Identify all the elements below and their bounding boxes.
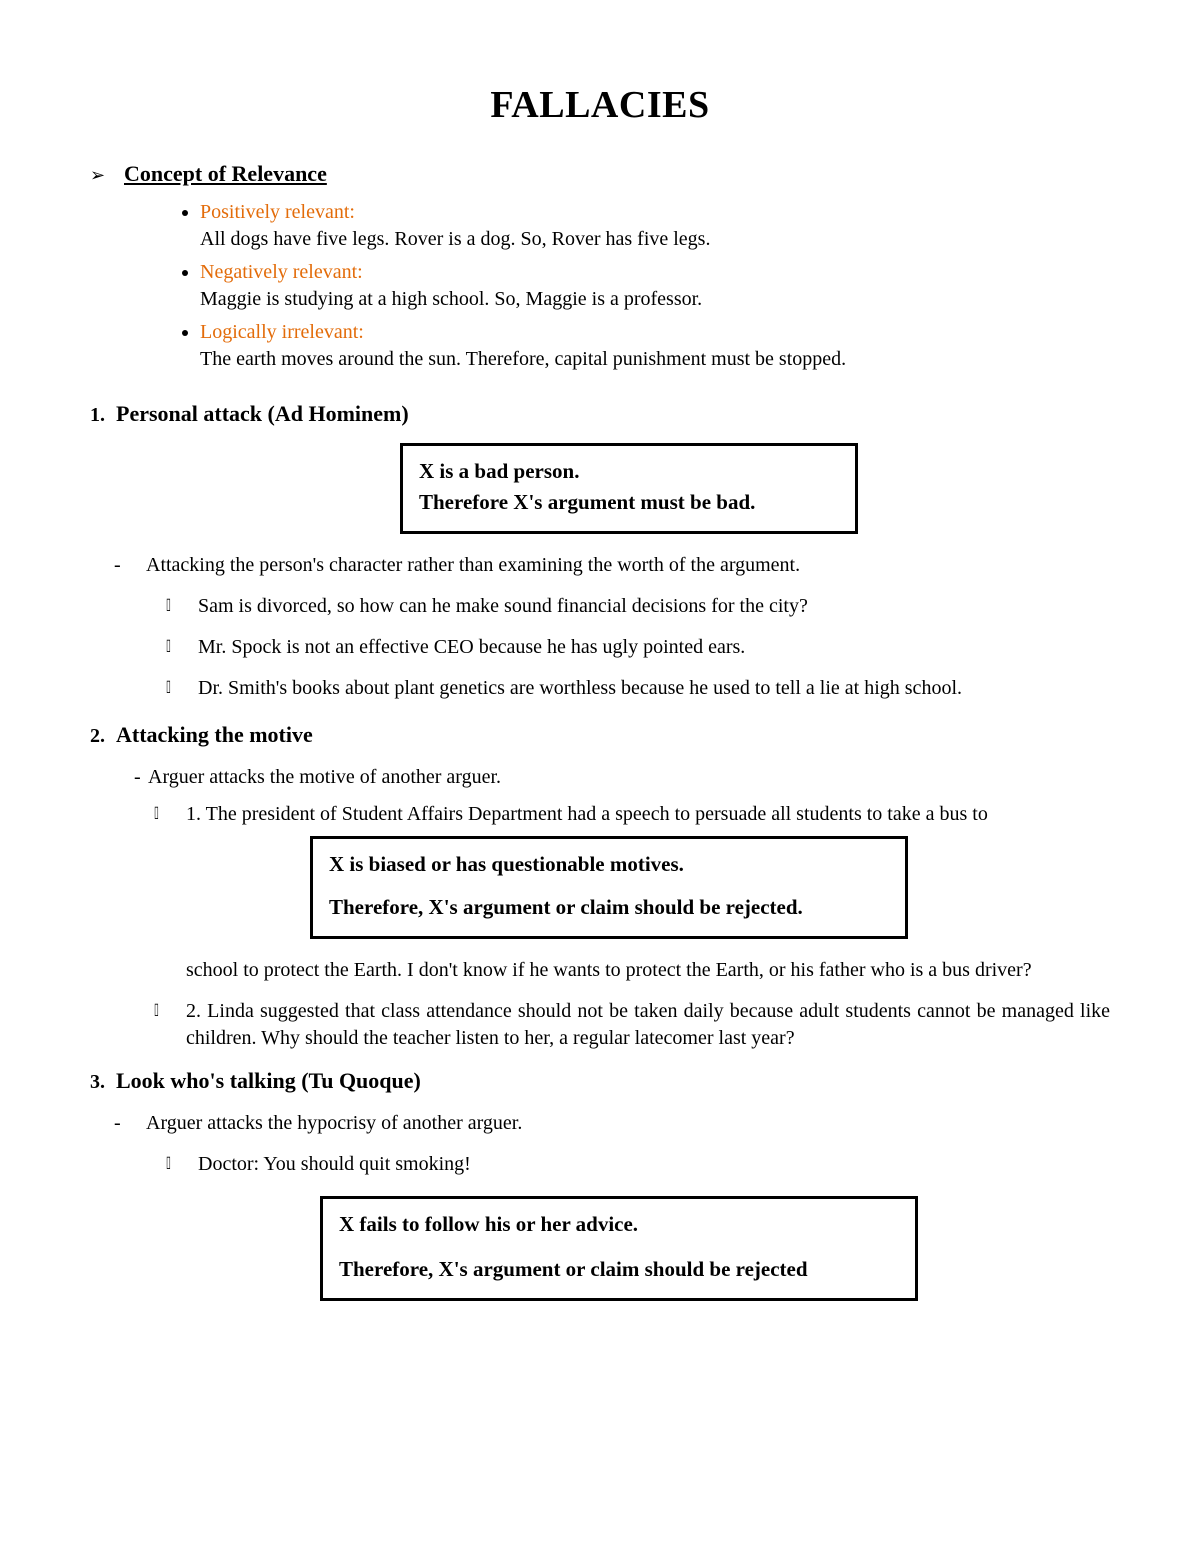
relevance-label: Logically irrelevant: — [200, 321, 364, 343]
example-text: Sam is divorced, so how can he make soun… — [198, 593, 1110, 620]
relevance-example: Maggie is studying at a high school. So,… — [200, 288, 702, 310]
section-heading: Look who's talking (Tu Quoque) — [116, 1066, 421, 1096]
box-line: X is a bad person. — [419, 456, 839, 488]
section-desc: Arguer attacks the hypocrisy of another … — [146, 1110, 522, 1137]
box-attacking-motive: X is biased or has questionable motives.… — [310, 836, 908, 939]
box-personal-attack: X is a bad person. Therefore X's argumen… — [400, 443, 858, 534]
relevance-list: Positively relevant: All dogs have five … — [90, 199, 1110, 373]
example-continuation: school to protect the Earth. I don't kno… — [90, 957, 1110, 984]
dash-icon: - — [134, 764, 148, 791]
section-3-heading-row: 3. Look who's talking (Tu Quoque) — [90, 1066, 1110, 1096]
square-icon: ▯ — [166, 1152, 184, 1174]
example-text: Mr. Spock is not an effective CEO becaus… — [198, 634, 1110, 661]
square-icon: ▯ — [166, 676, 184, 698]
arrow-icon: ➢ — [90, 163, 124, 187]
square-icon: ▯ — [154, 999, 172, 1021]
relevance-label: Negatively relevant: — [200, 261, 363, 283]
section-desc: Attacking the person's character rather … — [146, 552, 800, 579]
concept-heading-row: ➢ Concept of Relevance — [90, 159, 1110, 189]
example-row: ▯ 2. Linda suggested that class attendan… — [90, 998, 1110, 1052]
section-desc: Arguer attacks the motive of another arg… — [148, 764, 501, 791]
relevance-example: All dogs have five legs. Rover is a dog.… — [200, 228, 710, 250]
relevance-label: Positively relevant: — [200, 201, 355, 223]
box-line: Therefore, X's argument or claim should … — [329, 892, 889, 924]
square-icon: ▯ — [166, 594, 184, 616]
list-item: Logically irrelevant: The earth moves ar… — [200, 319, 1110, 373]
section-desc-row: - Attacking the person's character rathe… — [90, 552, 1110, 579]
section-heading: Attacking the motive — [116, 720, 313, 750]
section-2-heading-row: 2. Attacking the motive — [90, 720, 1110, 750]
page-title: FALLACIES — [90, 80, 1110, 131]
example-text: 1. The president of Student Affairs Depa… — [186, 801, 1110, 828]
example-text: Dr. Smith's books about plant genetics a… — [198, 675, 1110, 702]
dash-icon: - — [114, 552, 146, 579]
list-item: Positively relevant: All dogs have five … — [200, 199, 1110, 253]
box-tu-quoque: X fails to follow his or her advice. The… — [320, 1196, 918, 1301]
example-text: 2. Linda suggested that class attendance… — [186, 998, 1110, 1052]
section-number: 2. — [90, 723, 116, 750]
concept-heading: Concept of Relevance — [124, 159, 327, 189]
relevance-example: The earth moves around the sun. Therefor… — [200, 348, 846, 370]
example-row: ▯ 1. The president of Student Affairs De… — [90, 801, 1110, 828]
example-row: ▯ Doctor: You should quit smoking! — [90, 1151, 1110, 1178]
section-number: 1. — [90, 402, 116, 429]
example-row: ▯ Dr. Smith's books about plant genetics… — [90, 675, 1110, 702]
section-desc-row: - Arguer attacks the hypocrisy of anothe… — [90, 1110, 1110, 1137]
box-line: X is biased or has questionable motives. — [329, 849, 889, 881]
square-icon: ▯ — [166, 635, 184, 657]
dash-icon: - — [114, 1110, 146, 1137]
example-row: ▯ Sam is divorced, so how can he make so… — [90, 593, 1110, 620]
section-number: 3. — [90, 1069, 116, 1096]
list-item: Negatively relevant: Maggie is studying … — [200, 259, 1110, 313]
square-icon: ▯ — [154, 802, 172, 824]
example-text: Doctor: You should quit smoking! — [198, 1151, 1110, 1178]
section-1-heading-row: 1. Personal attack (Ad Hominem) — [90, 399, 1110, 429]
box-line: Therefore, X's argument or claim should … — [339, 1254, 899, 1286]
box-line: X fails to follow his or her advice. — [339, 1209, 899, 1241]
example-row: ▯ Mr. Spock is not an effective CEO beca… — [90, 634, 1110, 661]
section-heading: Personal attack (Ad Hominem) — [116, 399, 409, 429]
section-desc-row: - Arguer attacks the motive of another a… — [90, 764, 1110, 791]
box-line: Therefore X's argument must be bad. — [419, 487, 839, 519]
